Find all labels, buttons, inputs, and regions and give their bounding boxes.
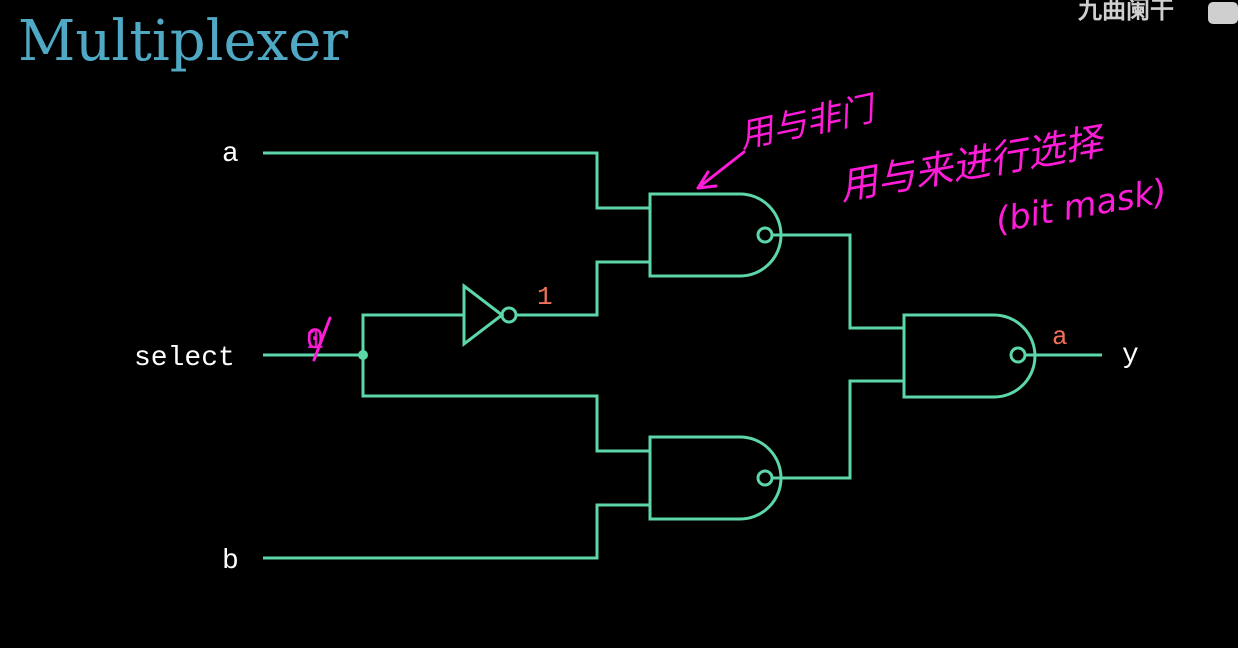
handwritten-notes: 用与非门 用与来进行选择 (bit mask): [696, 89, 1170, 241]
wire-b: [263, 503, 650, 560]
input-label-select: select: [134, 343, 235, 374]
output-label-y: y: [1122, 340, 1139, 371]
wire-select-to-inverter: [361, 313, 464, 355]
nand-gate-bottom: [648, 435, 783, 521]
wire-select-to-bottom-nand: [361, 355, 650, 453]
wires: [263, 151, 1102, 560]
junction-dot: [358, 350, 368, 360]
strike-through-mark: [312, 316, 332, 362]
output-value: a: [1052, 322, 1068, 352]
note-line-2: (bit mask): [993, 171, 1170, 240]
not-gate: [462, 282, 518, 348]
arrow-icon: [696, 150, 746, 190]
nand-gate-top: [648, 192, 783, 278]
wire-a: [263, 151, 650, 210]
input-label-a: a: [222, 139, 239, 170]
play-logo-icon: [1208, 2, 1238, 24]
inverter-output-value: 1: [537, 282, 553, 312]
page-title: Multiplexer: [18, 9, 348, 74]
wire-bottom-nand-out: [773, 379, 904, 480]
wire-top-nand-out: [773, 233, 904, 330]
wire-inverter-out: [516, 260, 650, 317]
input-label-b: b: [222, 546, 239, 577]
select-value-annotation: 0 1: [306, 316, 332, 362]
nand-gate-output: [902, 313, 1037, 399]
note-nand: 用与非门: [736, 89, 881, 157]
watermark: 九曲阑干: [1077, 0, 1174, 24]
